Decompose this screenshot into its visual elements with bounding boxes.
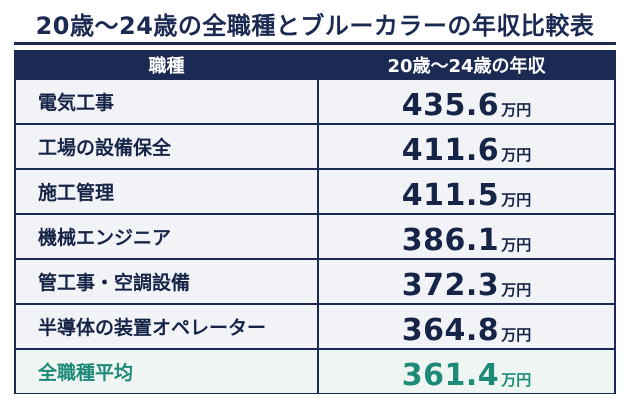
title-underline [14,42,616,45]
income-value: 411.6 [401,133,500,168]
job-cell: 管工事・空調設備 [16,260,317,303]
income-value: 411.5 [401,178,500,213]
income-value: 386.1 [401,223,500,258]
income-unit: 万円 [501,146,532,164]
page-title: 20歳〜24歳の全職種とブルーカラーの年収比較表 [35,12,595,40]
income-comparison-table: 職種 20歳〜24歳の年収 電気工事 435.6 万円 工場の設備保全 411.6… [14,50,616,394]
job-cell: 施工管理 [16,170,317,213]
table-row: 施工管理 411.5 万円 [16,170,614,213]
table-row: 工場の設備保全 411.6 万円 [16,125,614,168]
average-income-cell: 361.4 万円 [319,350,614,393]
income-cell: 364.8 万円 [319,305,614,348]
table-header: 職種 20歳〜24歳の年収 [16,52,614,78]
job-cell: 機械エンジニア [16,215,317,258]
average-income-unit: 万円 [501,371,532,389]
income-cell: 386.1 万円 [319,215,614,258]
job-cell: 電気工事 [16,80,317,123]
income-unit: 万円 [501,236,532,254]
table-row: 電気工事 435.6 万円 [16,80,614,123]
job-cell: 半導体の装置オペレーター [16,305,317,348]
table-row: 管工事・空調設備 372.3 万円 [16,260,614,303]
income-unit: 万円 [501,191,532,209]
average-row: 全職種平均 361.4 万円 [16,350,614,393]
header-income: 20歳〜24歳の年収 [319,52,614,78]
income-cell: 435.6 万円 [319,80,614,123]
table-row: 機械エンジニア 386.1 万円 [16,215,614,258]
income-cell: 372.3 万円 [319,260,614,303]
table-row: 半導体の装置オペレーター 364.8 万円 [16,305,614,348]
job-cell: 工場の設備保全 [16,125,317,168]
income-cell: 411.5 万円 [319,170,614,213]
average-job-cell: 全職種平均 [16,350,317,393]
income-value: 372.3 [401,268,500,303]
income-unit: 万円 [501,281,532,299]
income-cell: 411.6 万円 [319,125,614,168]
income-unit: 万円 [501,101,532,119]
income-value: 364.8 [401,313,500,348]
header-job: 職種 [16,52,317,78]
income-value: 435.6 [401,88,500,123]
average-income-value: 361.4 [401,358,500,393]
income-unit: 万円 [501,326,532,344]
